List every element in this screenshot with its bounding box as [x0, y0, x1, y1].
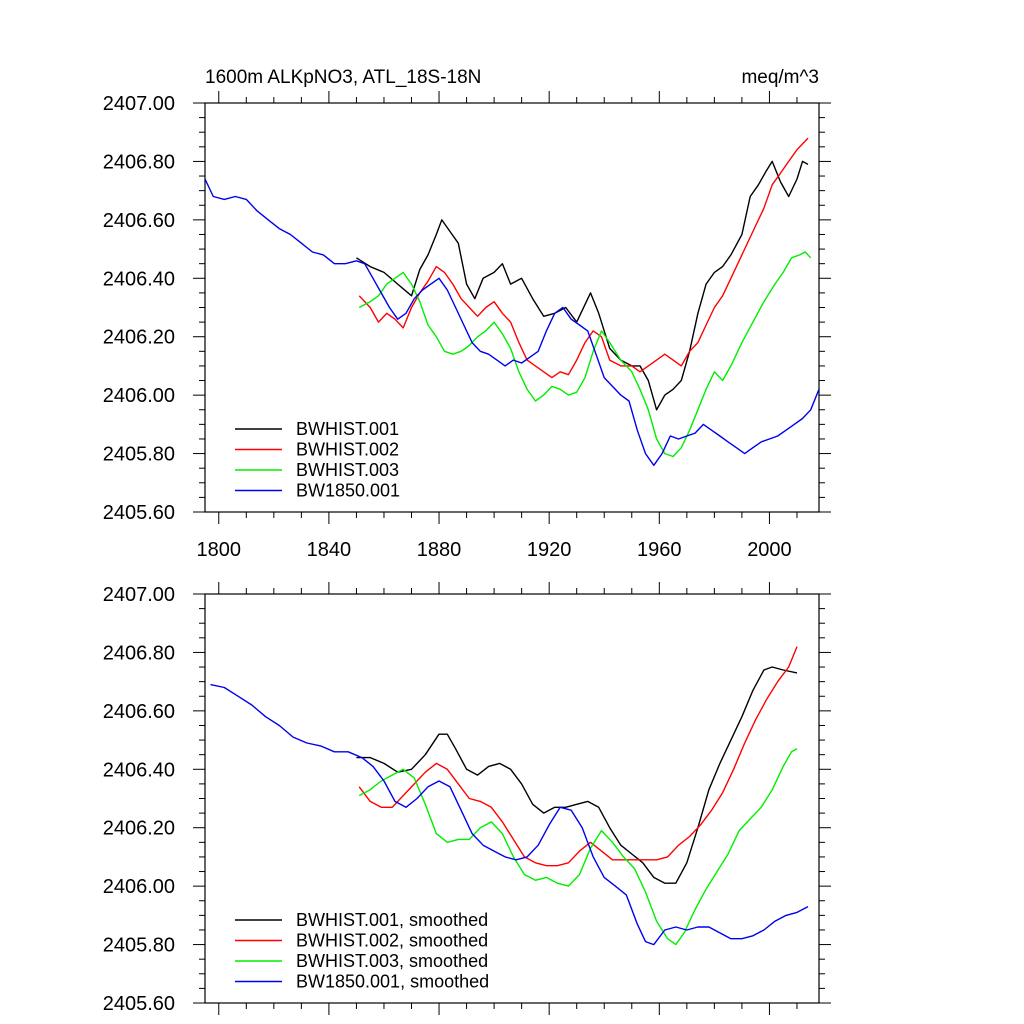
legend-label: BW1850.001 [296, 481, 400, 501]
legend-label: BWHIST.003, smoothed [296, 951, 488, 971]
legend-label: BWHIST.001 [296, 419, 399, 439]
legend-label: BWHIST.003 [296, 460, 399, 480]
y-tick-label: 2407.00 [103, 584, 175, 606]
x-tick-label: 1840 [307, 539, 352, 561]
x-tick-label: 1800 [197, 539, 242, 561]
legend-label: BWHIST.002, smoothed [296, 931, 488, 951]
y-tick-label: 2406.80 [103, 151, 175, 173]
y-tick-label: 2406.40 [103, 268, 175, 290]
x-tick-label: 1880 [417, 539, 462, 561]
y-tick-label: 2406.60 [103, 210, 175, 232]
y-tick-label: 2406.80 [103, 642, 175, 664]
top-panel: 1800 1840 1880 1920 1960 2000 2407.00 2406.80 24… [103, 67, 831, 561]
y-tick-label: 2405.60 [103, 993, 175, 1015]
y-tick-label: 2406.20 [103, 327, 175, 349]
y-tick-label: 2406.40 [103, 759, 175, 781]
y-tick-label: 2405.80 [103, 444, 175, 466]
legend-label: BW1850.001, smoothed [296, 972, 489, 992]
units-label: meq/m^3 [741, 67, 819, 88]
y-tick-label: 2406.60 [103, 701, 175, 723]
series-line-1 [358, 137, 809, 379]
series-group [210, 646, 809, 946]
x-tick-label: 1960 [637, 539, 682, 561]
y-tick-label: 2406.00 [103, 876, 175, 898]
series-line-3 [210, 683, 809, 946]
series-line-3 [205, 178, 819, 466]
series-line-2 [358, 251, 812, 458]
x-tick-label: 1920 [527, 539, 572, 561]
y-tick-label: 2407.00 [103, 93, 175, 115]
series-line-2 [358, 748, 798, 946]
x-tick-label: 2000 [747, 539, 792, 561]
chart-title: 1600m ALKpNO3, ATL_18S-18N [205, 67, 481, 88]
series-line-0 [356, 160, 809, 411]
y-tick-label: 2406.00 [103, 385, 175, 407]
y-tick-label: 2405.80 [103, 935, 175, 957]
series-line-0 [356, 666, 798, 884]
y-tick-label: 2406.20 [103, 818, 175, 840]
legend-label: BWHIST.002 [296, 440, 399, 460]
series-group [205, 137, 819, 466]
y-tick-label: 2405.60 [103, 502, 175, 524]
legend-label: BWHIST.001, smoothed [296, 910, 488, 930]
bottom-panel: 2407.00 2406.80 2406.60 2406.40 2406.20 2406.… [103, 582, 831, 1015]
series-line-1 [358, 646, 798, 867]
